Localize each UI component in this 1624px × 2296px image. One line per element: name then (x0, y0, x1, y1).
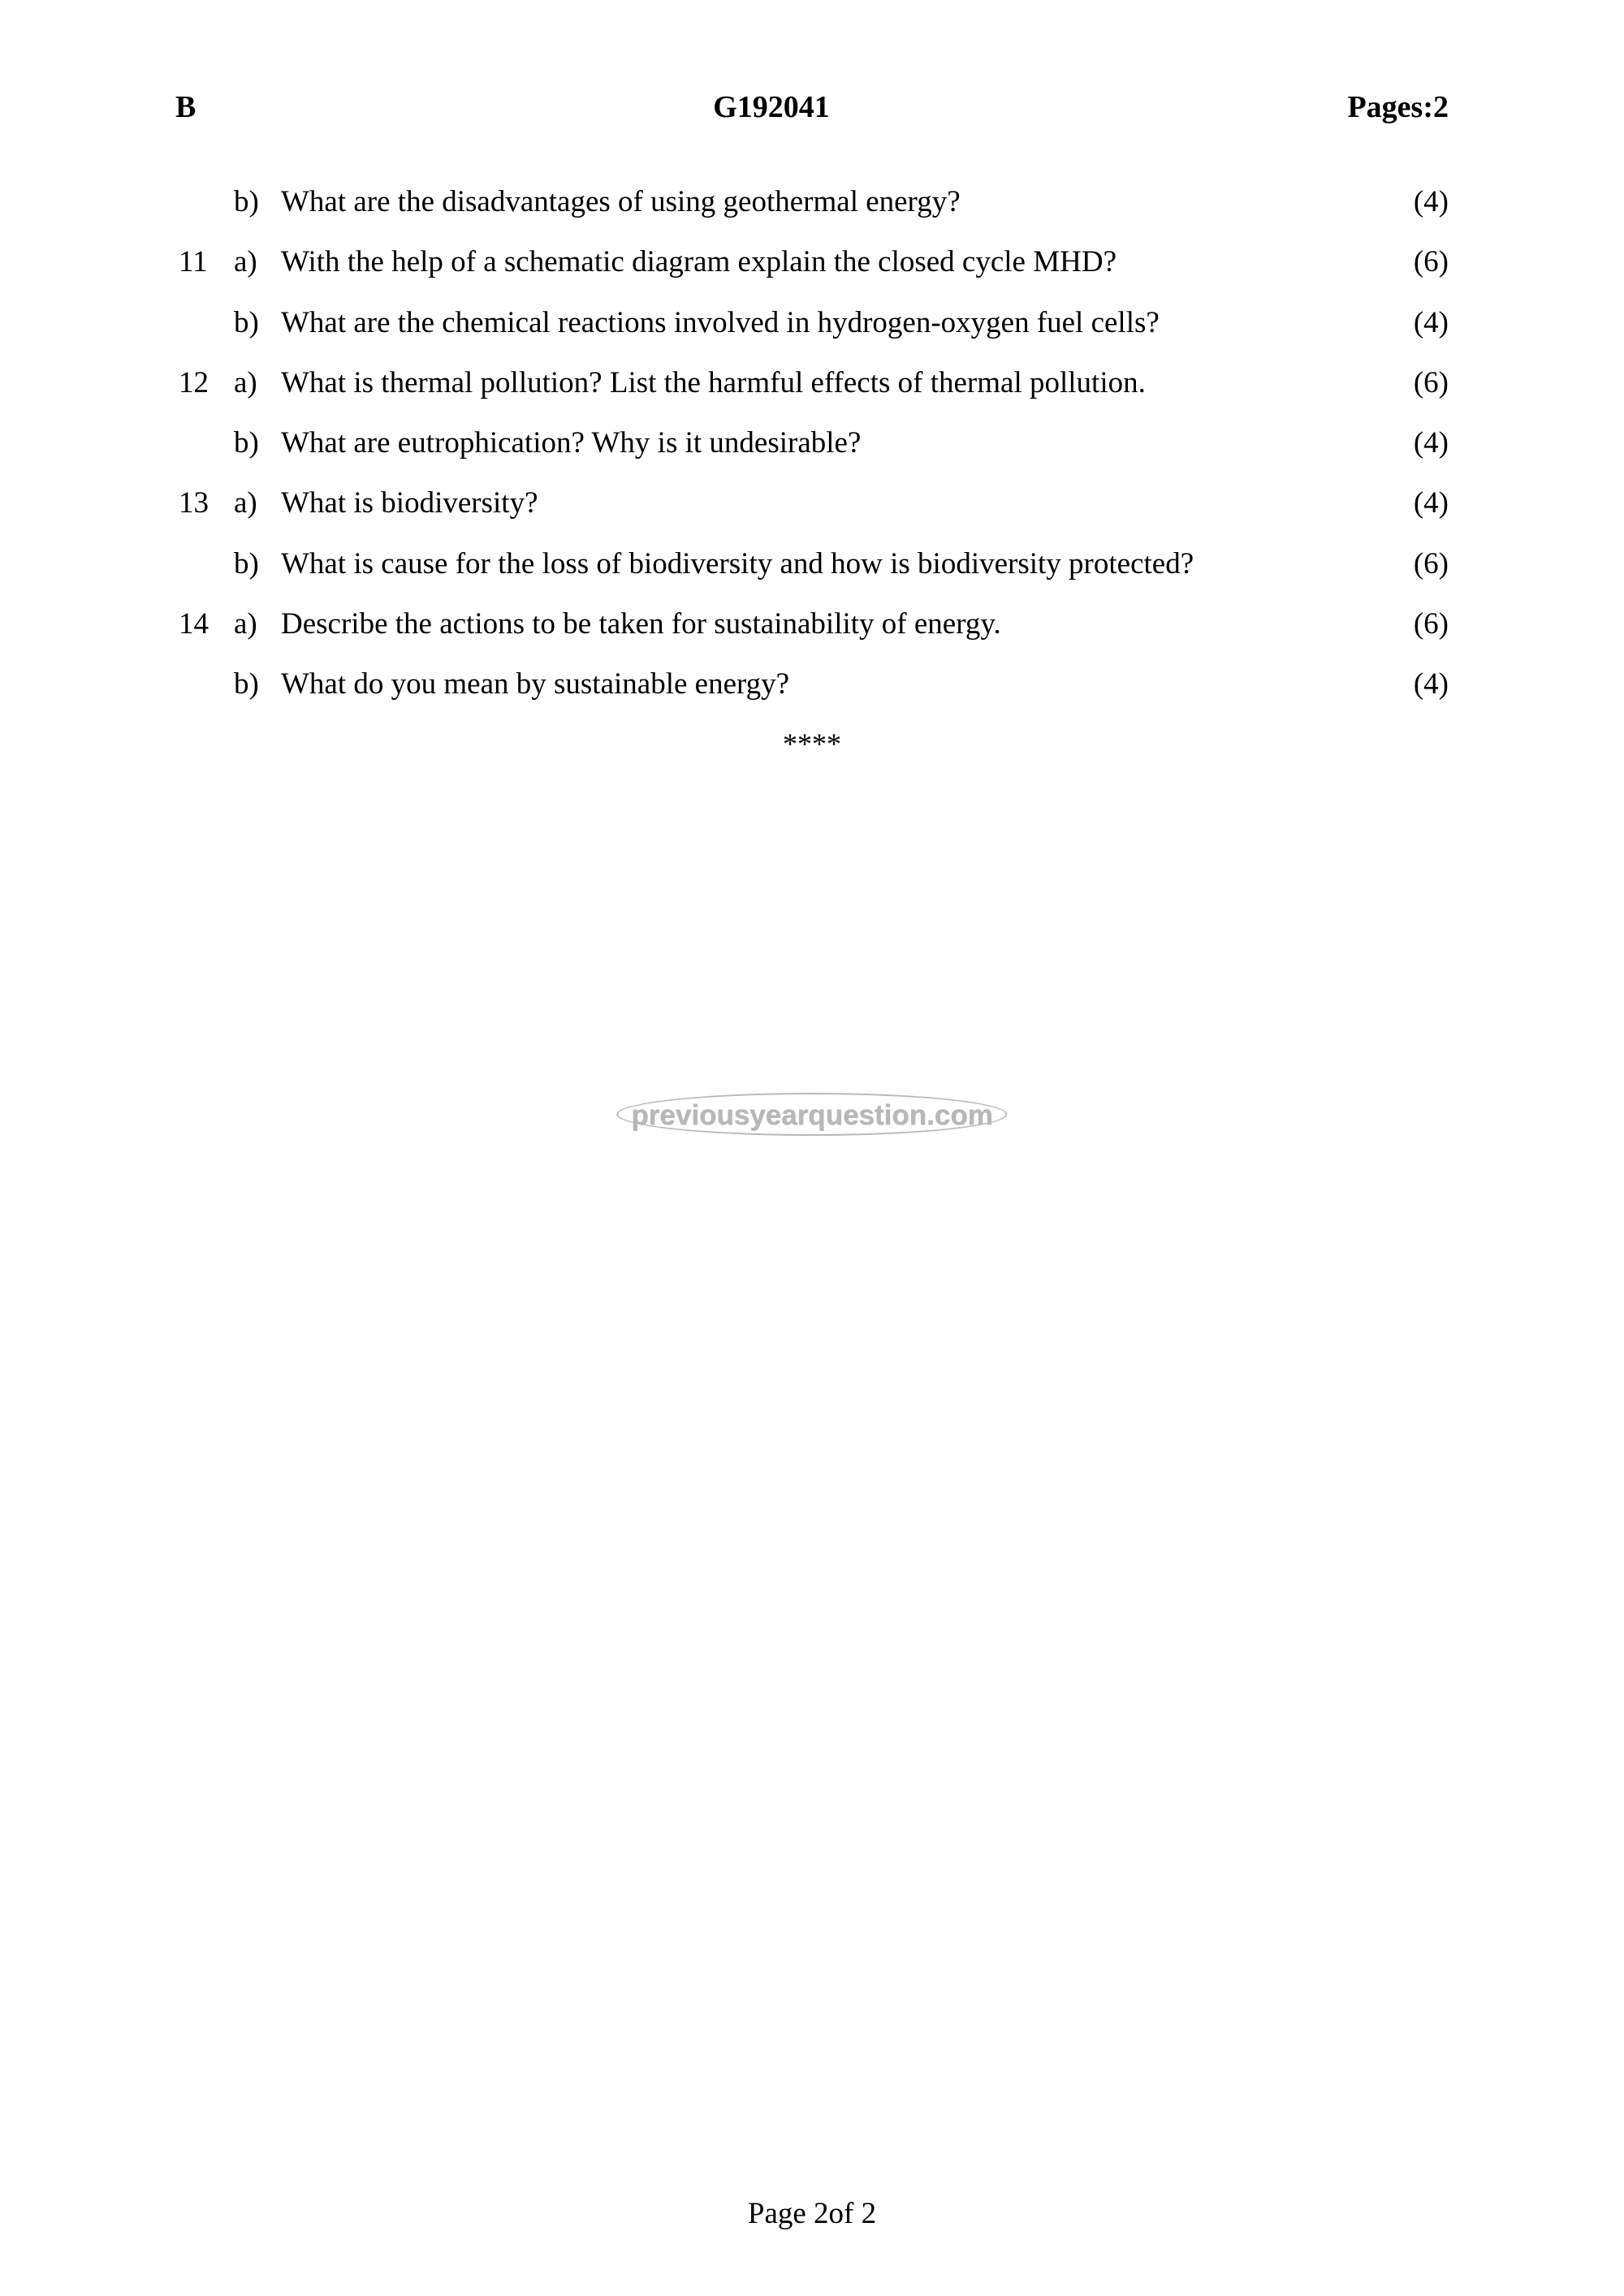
question-marks: (6) (1392, 596, 1449, 653)
question-part: b) (234, 415, 279, 472)
question-marks: (6) (1392, 355, 1449, 412)
question-marks: (4) (1392, 415, 1449, 472)
question-part: b) (234, 295, 279, 352)
question-part: a) (234, 355, 279, 412)
question-row: b) What are eutrophication? Why is it un… (175, 415, 1449, 472)
questions-list: b) What are the disadvantages of using g… (175, 174, 1449, 714)
header-right: Pages:2 (1286, 89, 1449, 125)
question-text: What do you mean by sustainable energy? (279, 656, 1392, 713)
question-row: 13 a) What is biodiversity? (4) (175, 475, 1449, 532)
question-row: 14 a) Describe the actions to be taken f… (175, 596, 1449, 653)
question-part: a) (234, 234, 279, 291)
watermark: previousyearquestion.com (616, 1093, 1007, 1136)
page-header: B G192041 Pages:2 (175, 89, 1449, 125)
question-marks: (4) (1392, 174, 1449, 231)
question-text: What are the disadvantages of using geot… (279, 174, 1392, 231)
question-marks: (6) (1392, 234, 1449, 291)
page-container: B G192041 Pages:2 b) What are the disadv… (0, 0, 1624, 2296)
question-part: b) (234, 536, 279, 593)
question-marks: (4) (1392, 475, 1449, 532)
question-number: 14 (175, 596, 234, 653)
question-row: b) What do you mean by sustainable energ… (175, 656, 1449, 713)
header-left: B (175, 89, 257, 125)
question-text: What is cause for the loss of biodiversi… (279, 536, 1392, 593)
question-marks: (4) (1392, 295, 1449, 352)
question-part: b) (234, 656, 279, 713)
question-number: 12 (175, 355, 234, 412)
question-row: b) What are the chemical reactions invol… (175, 295, 1449, 352)
question-part: a) (234, 596, 279, 653)
question-row: b) What are the disadvantages of using g… (175, 174, 1449, 231)
question-row: 12 a) What is thermal pollution? List th… (175, 355, 1449, 412)
question-row: b) What is cause for the loss of biodive… (175, 536, 1449, 593)
question-row: 11 a) With the help of a schematic diagr… (175, 234, 1449, 291)
question-text: With the help of a schematic diagram exp… (279, 234, 1392, 291)
header-center: G192041 (257, 89, 1286, 125)
question-marks: (6) (1392, 536, 1449, 593)
question-part: a) (234, 475, 279, 532)
question-part: b) (234, 174, 279, 231)
question-text: What is biodiversity? (279, 475, 1392, 532)
question-marks: (4) (1392, 656, 1449, 713)
question-number: 11 (175, 234, 234, 291)
question-text: What is thermal pollution? List the harm… (279, 355, 1392, 412)
question-number: 13 (175, 475, 234, 532)
separator: **** (175, 727, 1449, 761)
page-footer: Page 2of 2 (0, 2196, 1624, 2231)
question-text: What are the chemical reactions involved… (279, 295, 1392, 352)
question-text: What are eutrophication? Why is it undes… (279, 415, 1392, 472)
question-text: Describe the actions to be taken for sus… (279, 596, 1392, 653)
